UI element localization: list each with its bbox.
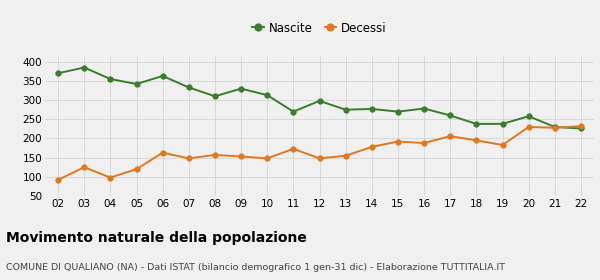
Nascite: [107, 77, 114, 81]
Text: Movimento naturale della popolazione: Movimento naturale della popolazione: [6, 231, 307, 245]
Nascite: [473, 122, 480, 125]
Nascite: [342, 108, 349, 111]
Decessi: [499, 143, 506, 147]
Nascite: [80, 66, 88, 69]
Nascite: [55, 72, 62, 75]
Nascite: [577, 127, 584, 130]
Nascite: [290, 110, 297, 113]
Decessi: [211, 153, 218, 157]
Decessi: [55, 178, 62, 181]
Nascite: [421, 107, 428, 110]
Decessi: [446, 134, 454, 138]
Decessi: [473, 139, 480, 142]
Nascite: [368, 107, 376, 111]
Decessi: [133, 167, 140, 171]
Decessi: [80, 165, 88, 169]
Decessi: [263, 157, 271, 160]
Nascite: [316, 99, 323, 102]
Decessi: [577, 125, 584, 128]
Nascite: [525, 115, 532, 118]
Decessi: [551, 126, 559, 129]
Nascite: [499, 122, 506, 125]
Nascite: [263, 94, 271, 97]
Nascite: [551, 125, 559, 129]
Decessi: [107, 176, 114, 179]
Decessi: [421, 141, 428, 145]
Nascite: [211, 95, 218, 98]
Nascite: [185, 86, 193, 89]
Nascite: [394, 110, 401, 113]
Nascite: [238, 87, 245, 90]
Nascite: [133, 82, 140, 86]
Decessi: [525, 125, 532, 129]
Decessi: [368, 145, 376, 149]
Text: COMUNE DI QUALIANO (NA) - Dati ISTAT (bilancio demografico 1 gen-31 dic) - Elabo: COMUNE DI QUALIANO (NA) - Dati ISTAT (bi…: [6, 263, 505, 272]
Line: Nascite: Nascite: [56, 65, 583, 131]
Decessi: [342, 154, 349, 157]
Decessi: [316, 157, 323, 160]
Decessi: [159, 151, 166, 154]
Decessi: [290, 147, 297, 151]
Nascite: [159, 74, 166, 78]
Decessi: [394, 140, 401, 143]
Line: Decessi: Decessi: [56, 124, 583, 182]
Decessi: [238, 155, 245, 158]
Nascite: [446, 114, 454, 117]
Decessi: [185, 157, 193, 160]
Legend: Nascite, Decessi: Nascite, Decessi: [248, 17, 391, 39]
